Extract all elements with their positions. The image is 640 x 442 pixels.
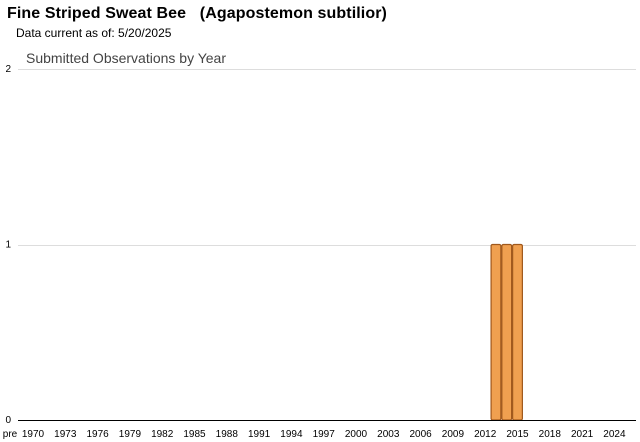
- x-tick-label: 1979: [119, 429, 142, 440]
- species-title: Fine Striped Sweat Bee (Agapostemon subt…: [7, 5, 387, 22]
- y-tick-label: 2: [5, 64, 11, 75]
- x-tick-label: pre: [3, 429, 18, 440]
- x-tick-label: 1994: [280, 429, 303, 440]
- x-tick-label: 2024: [603, 429, 626, 440]
- bar-2015: [512, 243, 523, 421]
- bars: [490, 243, 523, 421]
- bar-2014: [501, 243, 513, 421]
- x-tick-label: 2012: [474, 429, 497, 440]
- x-tick-label: 1973: [54, 429, 77, 440]
- x-tick-label: 1991: [248, 429, 271, 440]
- y-tick-labels: 0 1 2: [5, 64, 11, 426]
- y-tick-label: 0: [5, 415, 11, 426]
- x-tick-label: 1985: [183, 429, 206, 440]
- chart-title: Submitted Observations by Year: [26, 50, 227, 66]
- x-tick-label: 1970: [22, 429, 45, 440]
- x-tick-label: 1988: [216, 429, 239, 440]
- y-tick-label: 1: [5, 240, 11, 251]
- x-tick-label: 1997: [313, 429, 336, 440]
- data-current-date: Data current as of: 5/20/2025: [16, 26, 172, 40]
- x-tick-labels: pre 1970 1973 1976 1979 1982 1985 1988 1991 1994 1…: [3, 429, 626, 440]
- x-tick-label: 2003: [377, 429, 400, 440]
- x-tick-label: 1976: [86, 429, 109, 440]
- x-tick-label: 2009: [442, 429, 465, 440]
- gridlines: [18, 69, 636, 246]
- x-tick-label: 2006: [409, 429, 432, 440]
- x-tick-label: 2021: [571, 429, 594, 440]
- x-tick-label: 1982: [151, 429, 174, 440]
- x-tick-label: 2000: [345, 429, 368, 440]
- bar-2013: [490, 243, 502, 421]
- x-tick-label: 2018: [539, 429, 562, 440]
- x-tick-label: 2015: [506, 429, 529, 440]
